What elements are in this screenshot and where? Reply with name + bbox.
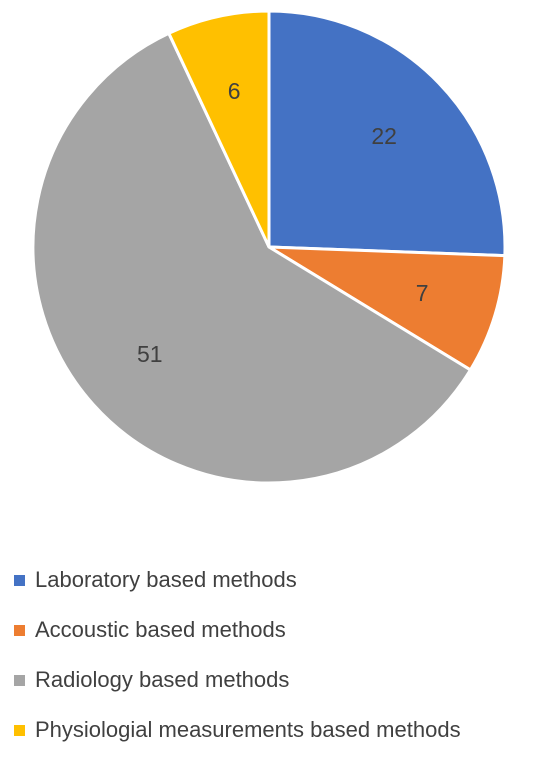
data-label-physiological: 6	[228, 78, 241, 104]
data-label-laboratory: 22	[371, 123, 397, 149]
legend-swatch-laboratory	[14, 574, 25, 586]
pie-slice-accoustic	[267, 245, 507, 372]
legend-swatch-physiological	[14, 724, 25, 736]
legend-label-accoustic: Accoustic based methods	[35, 617, 286, 642]
pie-plot-area: 22 7 51 6	[31, 9, 507, 485]
legend-label-physiological: Physiologial measurements based methods	[35, 717, 461, 742]
legend-item-radiology: Radiology based methods	[14, 662, 544, 698]
legend-item-accoustic: Accoustic based methods	[14, 612, 544, 648]
legend-label-radiology: Radiology based methods	[35, 667, 290, 692]
legend-label-laboratory: Laboratory based methods	[35, 567, 297, 592]
pie-slice-radiology	[31, 31, 472, 485]
legend-swatch-accoustic	[14, 624, 25, 636]
pie-slice-physiological	[167, 9, 271, 249]
data-label-accoustic: 7	[416, 280, 429, 306]
legend-item-physiological: Physiologial measurements based methods	[14, 712, 544, 748]
legend-item-laboratory: Laboratory based methods	[14, 562, 544, 598]
pie-slice-laboratory	[267, 9, 507, 258]
legend-swatch-radiology	[14, 674, 25, 686]
data-label-radiology: 51	[137, 341, 163, 367]
legend: Laboratory based methods Accoustic based…	[14, 562, 544, 762]
